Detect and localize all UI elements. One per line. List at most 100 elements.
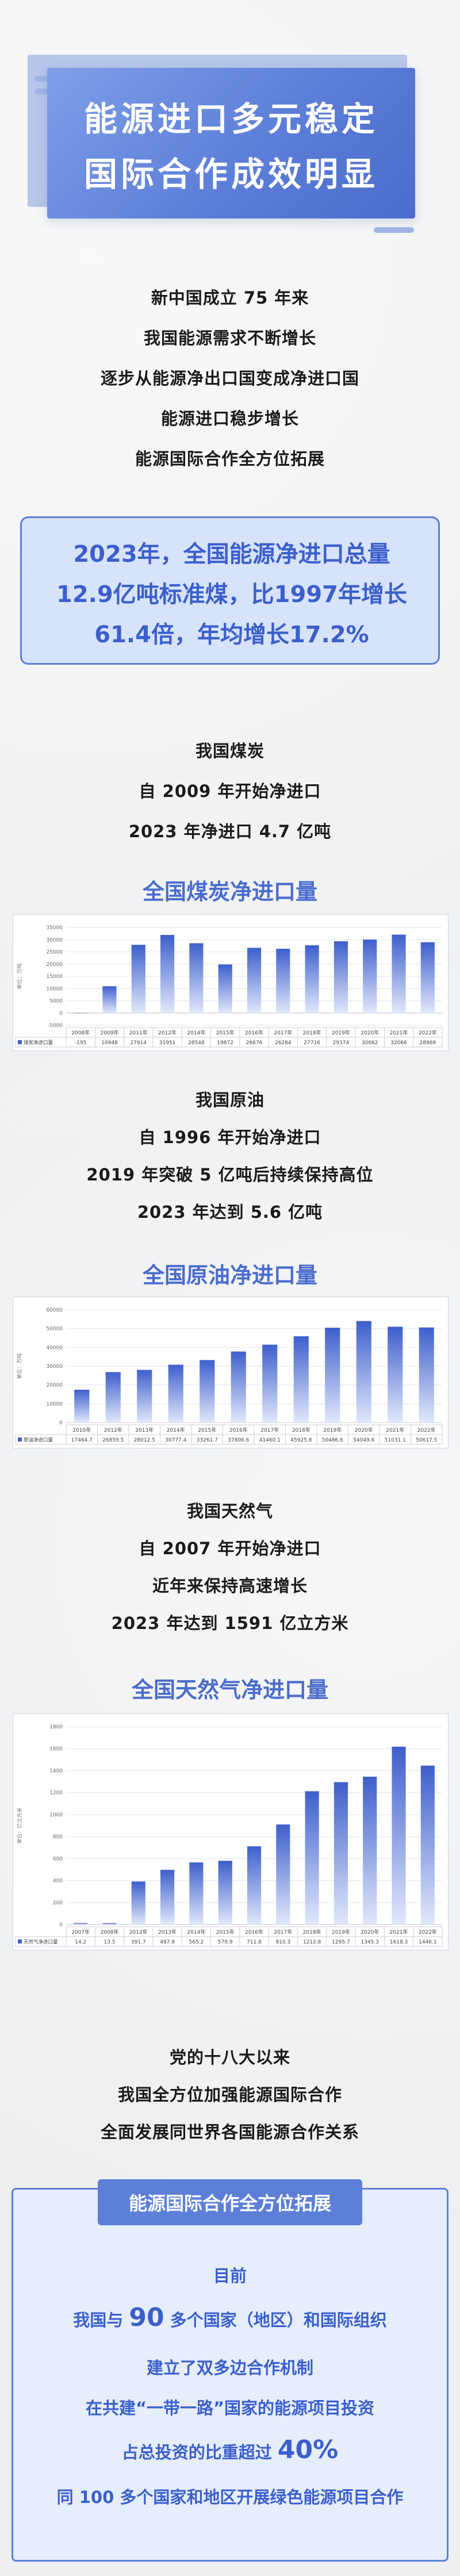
bar <box>262 1344 278 1423</box>
y-tick-label: 0 <box>59 1011 63 1017</box>
data-label: 497.9 <box>160 1939 175 1945</box>
data-label: 1295.7 <box>332 1939 350 1945</box>
party-line: 我国全方位加强能源国际合作 <box>117 2085 342 2104</box>
page-title-line2: 国际合作成效明显 <box>83 155 378 194</box>
gas-chart: 0 200 400 600 800 1000 1200 1400 1600 1800 单位：亿立方米… <box>13 1713 448 1950</box>
oil-heading: 我国原油 <box>195 1090 264 1110</box>
data-label: 19872 <box>217 1040 233 1046</box>
data-label: 33261.7 <box>197 1438 218 1443</box>
legend-label: 煤炭净进口量 <box>24 1040 53 1046</box>
intro-line: 能源国际合作全方位拓展 <box>135 449 325 469</box>
bar <box>363 1776 377 1925</box>
bar <box>419 1327 434 1423</box>
bar <box>218 964 232 1013</box>
bar <box>200 1360 215 1423</box>
x-tick-label: 2012年 <box>158 1029 177 1036</box>
bar <box>189 1862 204 1925</box>
coop-line: 建立了双多边合作机制 <box>146 2358 313 2378</box>
bar <box>334 941 348 1013</box>
decor-dash <box>374 227 414 233</box>
x-tick-label: 2014年 <box>187 1929 205 1935</box>
y-tick-label: 15000 <box>46 974 63 980</box>
data-label: 30062 <box>362 1040 378 1046</box>
x-tick-label: 2008年 <box>71 1029 90 1036</box>
oil-chart-svg: 0 10000 20000 30000 40000 50000 60000 单位：万吨 2010… <box>15 1308 443 1445</box>
x-tick-label: 2012年 <box>129 1929 148 1935</box>
bar <box>218 1861 232 1925</box>
bar <box>363 939 377 1013</box>
x-tick-label: 2013年 <box>158 1929 177 1935</box>
data-label: 711.8 <box>247 1939 262 1945</box>
data-label: 28969 <box>420 1040 436 1046</box>
x-tick-label: 2019年 <box>332 1929 350 1935</box>
y-tick-label: 0 <box>59 1420 63 1426</box>
highlight-line: 61.4倍，年均增长17.2% <box>94 622 369 648</box>
x-tick-label: 2018年 <box>303 1929 321 1935</box>
coop-line: 目前 <box>213 2266 247 2286</box>
data-label: 29374 <box>333 1040 350 1046</box>
x-tick-label: 2020年 <box>361 1029 379 1036</box>
bar <box>420 942 435 1013</box>
data-label: 14.2 <box>75 1939 86 1945</box>
y-axis-label: 单位：万吨 <box>16 1353 23 1379</box>
coop-line: 在共建“一带一路”国家的能源项目投资 <box>85 2398 375 2418</box>
y-tick-label: 30000 <box>46 937 63 943</box>
y-tick-label: 30000 <box>46 1364 63 1370</box>
y-tick-label: 20000 <box>46 1383 63 1389</box>
y-tick-label: 20000 <box>46 962 63 968</box>
title-banner: 能源进口多元稳定 国际合作成效明显 <box>47 68 415 218</box>
y-tick-label: 60000 <box>46 1308 63 1313</box>
bar <box>420 1765 435 1925</box>
data-label: 1345.3 <box>361 1939 379 1945</box>
x-tick-label: 2022年 <box>419 1929 437 1935</box>
data-label: 1446.1 <box>419 1939 437 1945</box>
y-tick-label: 200 <box>53 1900 63 1906</box>
x-tick-label: 2018年 <box>303 1029 321 1036</box>
bar <box>74 1013 88 1014</box>
bar <box>189 943 204 1013</box>
bar <box>334 1782 348 1925</box>
y-tick-label: 600 <box>53 1856 63 1862</box>
coal-line: 自 2009 年开始净进口 <box>139 781 321 801</box>
data-label: 10948 <box>101 1040 118 1046</box>
bar <box>247 1846 262 1925</box>
data-label: 31951 <box>159 1040 176 1046</box>
bar <box>131 1881 145 1925</box>
x-tick-label: 2007年 <box>71 1929 90 1935</box>
x-tick-label: 2015年 <box>216 1029 235 1036</box>
bar <box>293 1336 309 1423</box>
x-tick-label: 2016年 <box>229 1427 248 1433</box>
coop-box <box>12 2188 448 2562</box>
gas-line: 自 2007 年开始净进口 <box>139 1539 321 1558</box>
x-tick-label: 2022年 <box>417 1427 436 1433</box>
y-tick-label: 1400 <box>49 1768 63 1774</box>
y-tick-label: 40000 <box>46 1345 63 1351</box>
bar <box>160 1869 175 1925</box>
party-line: 全面发展同世界各国能源合作关系 <box>100 2122 359 2142</box>
legend-label: 天然气净进口量 <box>24 1939 58 1945</box>
data-label: 17464.7 <box>71 1438 93 1443</box>
x-tick-label: 2015年 <box>198 1427 216 1433</box>
x-tick-label: 2019年 <box>332 1029 350 1036</box>
x-tick-label: 2013年 <box>135 1427 154 1433</box>
oil-line: 2019 年突破 5 亿吨后持续保持高位 <box>86 1165 374 1184</box>
bar <box>160 934 175 1013</box>
data-label: 391.7 <box>131 1939 146 1945</box>
intro-line: 新中国成立 75 年来 <box>151 288 309 308</box>
oil-chart: 0 10000 20000 30000 40000 50000 60000 单位：万吨 2010… <box>13 1297 448 1448</box>
highlight-line: 2023年，全国能源净进口总量 <box>73 541 390 568</box>
data-label: 50486.6 <box>322 1438 343 1443</box>
coop-number: 40% <box>277 2435 339 2464</box>
y-tick-label: 1600 <box>49 1746 63 1752</box>
x-tick-label: 2020年 <box>355 1427 373 1433</box>
y-tick-label: 1000 <box>49 1812 63 1818</box>
y-tick-label: 1800 <box>49 1724 63 1730</box>
bar <box>392 1746 406 1925</box>
y-tick-label: 10000 <box>46 986 63 992</box>
legend-swatch <box>18 1040 22 1044</box>
bar <box>305 1791 319 1925</box>
bar <box>247 948 262 1013</box>
x-tick-label: 2021年 <box>390 1929 408 1935</box>
coop-line: 占总投资的比重超过 40% <box>12 2435 448 2464</box>
x-tick-label: 2017年 <box>274 1929 292 1935</box>
